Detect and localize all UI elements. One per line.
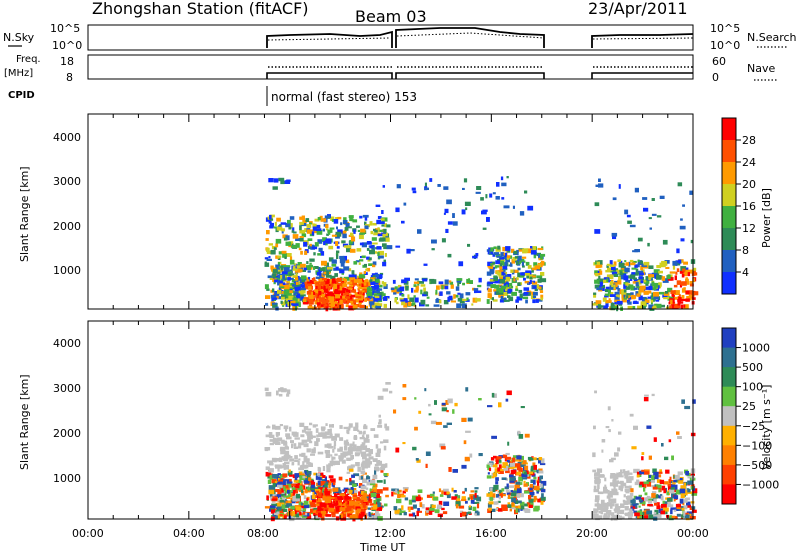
velocity-scatter-layer: [264, 382, 698, 522]
velocity-ytick-3000: 3000: [53, 382, 81, 395]
velocity-cbar-label: Velocity [m s⁻¹]: [760, 385, 773, 470]
power-ytick-1000: 1000: [53, 264, 81, 277]
nsearch-trace: [267, 32, 694, 41]
cpid-label: CPID: [8, 90, 35, 101]
nsky-trace: [266, 27, 545, 48]
nsearch-tick-high: 10^5: [710, 22, 740, 35]
cbar-tick: 28: [742, 134, 756, 147]
cbar-tick: 25: [742, 400, 756, 413]
xtick-1600: 16:00: [475, 527, 507, 540]
xlabel: Time UT: [359, 541, 405, 554]
freq-unit: [MHz]: [4, 68, 33, 79]
beam-title: Beam 03: [355, 7, 427, 26]
cbar-tick: 16: [742, 200, 756, 213]
velocity-ytick-1000: 1000: [53, 472, 81, 485]
nsearch-label: N.Search: [747, 31, 797, 44]
xtick-1200: 12:00: [374, 527, 406, 540]
power-panel: Slant Range [km] 1000 2000 3000 4000 282…: [18, 113, 773, 312]
power-scatter-layer: [264, 176, 699, 312]
freq-panel: Freq. [MHz] 18 8 60 0 Nave: [4, 54, 778, 84]
freq-label: Freq.: [16, 54, 41, 65]
xtick-0000: 00:00: [72, 527, 104, 540]
cbar-tick: 20: [742, 178, 756, 191]
velocity-ylabel: Slant Range [km]: [18, 374, 31, 470]
station-title: Zhongshan Station (fitACF): [92, 0, 309, 18]
velocity-ytick-2000: 2000: [53, 427, 81, 440]
cbar-tick: 4: [742, 266, 749, 279]
power-ytick-3000: 3000: [53, 175, 81, 188]
power-ytick-2000: 2000: [53, 220, 81, 233]
cpid-text: normal (fast stereo) 153: [271, 90, 417, 104]
nave-tick-high: 60: [712, 55, 726, 68]
freq-tick-low: 8: [66, 71, 73, 84]
cbar-tick: −1000: [742, 478, 779, 491]
nsky-trace-late: [591, 33, 694, 48]
nave-label: Nave: [747, 62, 775, 75]
velocity-panel: Slant Range [km] 1000 2000 3000 4000 100…: [18, 320, 779, 522]
nave-tick-low: 0: [712, 71, 719, 84]
power-ytick-4000: 4000: [53, 131, 81, 144]
freq-trace: [266, 72, 693, 79]
xtick-2000: 20:00: [576, 527, 608, 540]
date-title: 23/Apr/2011: [588, 0, 688, 18]
nsky-label: N.Sky: [3, 31, 35, 44]
freq-tick-high: 18: [60, 55, 74, 68]
power-cbar-label: Power [dB]: [760, 188, 773, 248]
power-ylabel: Slant Range [km]: [18, 166, 31, 262]
xtick-0400: 04:00: [173, 527, 205, 540]
nsearch-tick-low: 10^0: [710, 39, 740, 52]
cbar-tick: 8: [742, 244, 749, 257]
cbar-tick: 24: [742, 156, 756, 169]
xtick-0800: 08:00: [247, 527, 279, 540]
cbar-tick: 500: [742, 361, 763, 374]
cbar-tick: 100: [742, 381, 763, 394]
cbar-tick: −500: [742, 459, 772, 472]
cbar-tick: 1000: [742, 342, 770, 355]
power-colorbar: 28 24 20 16 12 8 4: [721, 117, 756, 295]
velocity-ytick-4000: 4000: [53, 337, 81, 350]
nsky-panel: N.Sky 10^5 10^0 10^5 10^0 N.Search: [3, 22, 797, 52]
cbar-tick: −25: [742, 420, 765, 433]
nsky-tick-high: 10^5: [50, 22, 80, 35]
nsky-tick-low: 10^0: [52, 39, 82, 52]
x-axis: 00:00 04:00 08:00 12:00 16:00 20:00 00:0…: [72, 527, 709, 554]
cbar-tick: −100: [742, 439, 772, 452]
cbar-tick: 12: [742, 222, 756, 235]
xtick-2400: 00:00: [677, 527, 709, 540]
velocity-colorbar: 1000 500 100 25 −25 −100 −500 −1000: [721, 327, 779, 505]
